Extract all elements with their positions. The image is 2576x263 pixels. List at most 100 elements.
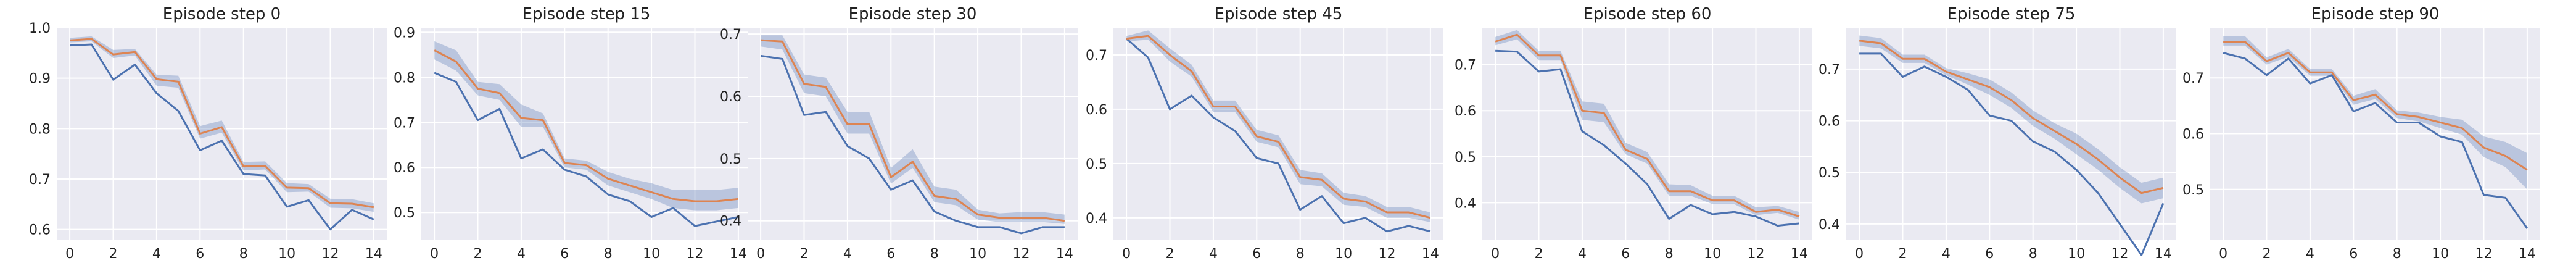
y-tick-label: 0.6 bbox=[29, 223, 51, 238]
y-tick-label: 0.7 bbox=[720, 27, 741, 43]
x-tick-label: 8 bbox=[1296, 246, 1305, 262]
x-tick-label: 4 bbox=[1578, 246, 1587, 262]
y-tick-label: 0.7 bbox=[2182, 71, 2204, 86]
y-tick-label: 0.6 bbox=[1455, 104, 1476, 119]
y-tick-label: 0.9 bbox=[394, 25, 415, 41]
series-line-0 bbox=[434, 72, 739, 227]
subplot-0: 0.6 0.7 0.8 0.9 1.0 0 2 4 6 8 10 12 14 Episode step 0 bbox=[29, 5, 387, 262]
y-tick-label: 0.5 bbox=[394, 206, 415, 221]
y-tick-label: 0.4 bbox=[1086, 211, 1107, 227]
x-tick-label: 10 bbox=[969, 246, 986, 262]
x-tick-label: 2 bbox=[109, 246, 118, 262]
x-tick-label: 2 bbox=[1166, 246, 1174, 262]
series-line-1 bbox=[434, 49, 739, 202]
y-tick-label: 0.8 bbox=[394, 70, 415, 86]
series-line-1 bbox=[2223, 41, 2528, 171]
y-tick-label: 0.6 bbox=[394, 161, 415, 176]
plot-area bbox=[1846, 28, 2176, 240]
x-tick-label: 10 bbox=[643, 246, 660, 262]
x-tick-label: 10 bbox=[2068, 246, 2085, 262]
y-tick-label: 0.5 bbox=[1818, 165, 1840, 181]
y-tick-label: 0.7 bbox=[1818, 62, 1840, 78]
plot-area bbox=[1113, 28, 1443, 240]
y-tick-label: 0.5 bbox=[1086, 157, 1107, 172]
plot-area bbox=[57, 28, 387, 240]
series-line-0 bbox=[1126, 38, 1431, 233]
x-tick-label: 12 bbox=[2111, 246, 2128, 262]
subplot-title: Episode step 45 bbox=[1215, 5, 1343, 23]
subplot-1: 0.5 0.6 0.7 0.8 0.9 0 2 4 6 8 10 12 14 Episode step 1… bbox=[394, 5, 751, 262]
x-tick-label: 8 bbox=[2029, 246, 2037, 262]
y-tick-label: 0.5 bbox=[2182, 183, 2204, 198]
series-line-0 bbox=[1859, 52, 2165, 256]
subplot-5: 0.4 0.5 0.6 0.7 0 2 4 6 8 10 12 14 Episode step 75 bbox=[1818, 5, 2176, 262]
x-tick-label: 6 bbox=[2349, 246, 2358, 262]
y-tick-label: 0.4 bbox=[1455, 196, 1476, 211]
y-tick-label: 0.6 bbox=[2182, 127, 2204, 143]
confidence-band bbox=[761, 35, 1065, 224]
y-tick-label: 1.0 bbox=[29, 21, 51, 36]
x-tick-label: 10 bbox=[278, 246, 295, 262]
x-tick-label: 8 bbox=[1665, 246, 1674, 262]
confidence-band bbox=[70, 36, 374, 212]
x-tick-label: 14 bbox=[730, 246, 747, 262]
x-tick-label: 14 bbox=[1056, 246, 1073, 262]
x-tick-label: 2 bbox=[1535, 246, 1543, 262]
subplot-2: 0.4 0.5 0.6 0.7 0 2 4 6 8 10 12 14 Episode step 30 bbox=[720, 5, 1078, 262]
x-tick-label: 6 bbox=[886, 246, 895, 262]
series-line-1 bbox=[1126, 35, 1431, 219]
x-tick-label: 0 bbox=[1855, 246, 1864, 262]
x-tick-label: 12 bbox=[1012, 246, 1030, 262]
confidence-band bbox=[1495, 30, 1799, 220]
series-line-0 bbox=[2223, 52, 2529, 229]
x-tick-label: 4 bbox=[1942, 246, 1951, 262]
x-tick-label: 6 bbox=[560, 246, 569, 262]
x-tick-label: 14 bbox=[2519, 246, 2536, 262]
x-tick-label: 6 bbox=[196, 246, 204, 262]
x-tick-label: 12 bbox=[2475, 246, 2492, 262]
x-tick-label: 0 bbox=[430, 246, 439, 262]
subplot-6: 0.5 0.6 0.7 0 2 4 6 8 10 12 14 Episode step 90 bbox=[2182, 5, 2540, 262]
x-tick-label: 2 bbox=[2263, 246, 2271, 262]
y-tick-label: 0.5 bbox=[1455, 150, 1476, 165]
plot-area bbox=[1482, 28, 1812, 240]
x-tick-label: 10 bbox=[1704, 246, 1721, 262]
subplot-title: Episode step 0 bbox=[163, 5, 281, 23]
subplot-title: Episode step 90 bbox=[2311, 5, 2440, 23]
y-tick-label: 0.9 bbox=[29, 72, 51, 87]
confidence-band bbox=[434, 41, 738, 211]
series-line-1 bbox=[761, 39, 1065, 222]
x-tick-label: 2 bbox=[1899, 246, 1907, 262]
y-tick-label: 0.5 bbox=[720, 152, 741, 167]
x-tick-label: 0 bbox=[1122, 246, 1131, 262]
x-tick-label: 14 bbox=[1791, 246, 1808, 262]
subplot-title: Episode step 30 bbox=[849, 5, 977, 23]
series-line-1 bbox=[70, 38, 374, 209]
y-tick-label: 0.7 bbox=[1455, 58, 1476, 73]
y-tick-label: 0.6 bbox=[1086, 102, 1107, 118]
y-tick-label: 0.6 bbox=[1818, 114, 1840, 130]
subplot-4: 0.4 0.5 0.6 0.7 0 2 4 6 8 10 12 14 Episode step 60 bbox=[1455, 5, 1812, 262]
x-tick-label: 12 bbox=[321, 246, 339, 262]
x-tick-label: 0 bbox=[2219, 246, 2227, 262]
x-tick-label: 14 bbox=[365, 246, 382, 262]
y-tick-label: 0.4 bbox=[1818, 217, 1840, 233]
x-tick-label: 14 bbox=[1422, 246, 1439, 262]
x-tick-label: 4 bbox=[843, 246, 852, 262]
plot-area bbox=[421, 28, 751, 240]
subplot-title: Episode step 15 bbox=[522, 5, 651, 23]
subplot-title: Episode step 60 bbox=[1583, 5, 1712, 23]
plot-area bbox=[748, 28, 1078, 240]
series-line-0 bbox=[1495, 49, 1800, 227]
x-tick-label: 12 bbox=[1747, 246, 1764, 262]
confidence-band bbox=[2223, 36, 2527, 190]
x-tick-label: 14 bbox=[2155, 246, 2172, 262]
y-tick-label: 0.7 bbox=[1086, 48, 1107, 64]
x-tick-label: 6 bbox=[1985, 246, 1994, 262]
x-tick-label: 12 bbox=[1378, 246, 1395, 262]
x-tick-label: 4 bbox=[1209, 246, 1218, 262]
subplot-3: 0.4 0.5 0.6 0.7 0 2 4 6 8 10 12 14 Episode step 45 bbox=[1086, 5, 1443, 262]
x-tick-label: 12 bbox=[686, 246, 703, 262]
series-line-1 bbox=[1859, 40, 2164, 194]
